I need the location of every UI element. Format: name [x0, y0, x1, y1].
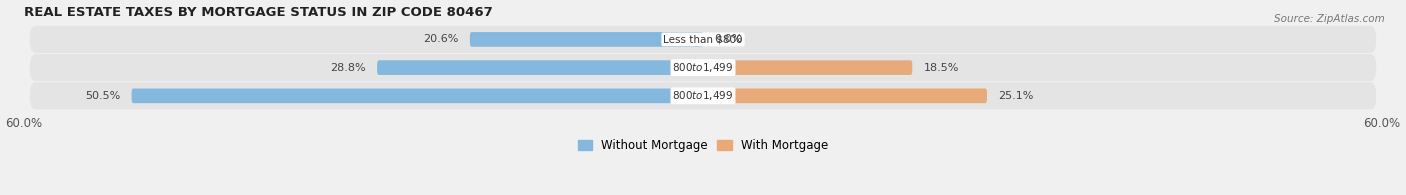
FancyBboxPatch shape	[30, 26, 1376, 53]
Text: 25.1%: 25.1%	[998, 91, 1033, 101]
Text: Source: ZipAtlas.com: Source: ZipAtlas.com	[1274, 14, 1385, 24]
FancyBboxPatch shape	[470, 32, 703, 47]
Legend: Without Mortgage, With Mortgage: Without Mortgage, With Mortgage	[574, 134, 832, 157]
FancyBboxPatch shape	[30, 54, 1376, 81]
Text: 0.0%: 0.0%	[714, 35, 742, 44]
Text: 50.5%: 50.5%	[84, 91, 121, 101]
FancyBboxPatch shape	[377, 60, 703, 75]
Text: Less than $800: Less than $800	[664, 35, 742, 44]
Text: $800 to $1,499: $800 to $1,499	[672, 89, 734, 102]
Text: 28.8%: 28.8%	[330, 63, 366, 73]
FancyBboxPatch shape	[30, 82, 1376, 109]
FancyBboxPatch shape	[132, 89, 703, 103]
Text: $800 to $1,499: $800 to $1,499	[672, 61, 734, 74]
Text: REAL ESTATE TAXES BY MORTGAGE STATUS IN ZIP CODE 80467: REAL ESTATE TAXES BY MORTGAGE STATUS IN …	[24, 5, 494, 19]
FancyBboxPatch shape	[703, 89, 987, 103]
Text: 18.5%: 18.5%	[924, 63, 959, 73]
FancyBboxPatch shape	[703, 60, 912, 75]
Text: 20.6%: 20.6%	[423, 35, 458, 44]
